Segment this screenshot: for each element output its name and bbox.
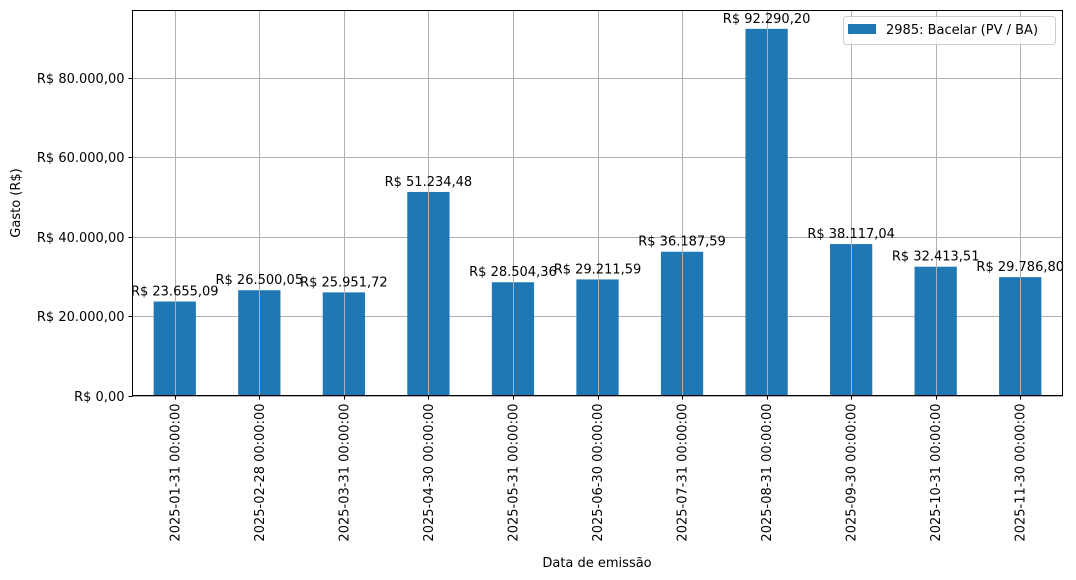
- x-tick-label: 2025-01-31 00:00:00: [168, 404, 183, 542]
- x-axis-label: Data de emissão: [542, 556, 651, 571]
- bar-value-label: R$ 26.500,05: [216, 273, 304, 288]
- x-tick-label: 2025-05-31 00:00:00: [506, 404, 521, 542]
- bar-value-label: R$ 23.655,09: [131, 285, 219, 300]
- bar-value-label: R$ 92.290,20: [723, 12, 811, 27]
- bar: [153, 301, 196, 396]
- bar-value-label: R$ 29.786,80: [976, 260, 1064, 275]
- bar: [914, 266, 957, 396]
- y-tick-label: R$ 20.000,00: [37, 310, 125, 325]
- x-tick-label: 2025-02-28 00:00:00: [253, 404, 268, 542]
- bar-value-label: R$ 29.211,59: [554, 262, 642, 277]
- bar-value-labels: R$ 23.655,09R$ 26.500,05R$ 25.951,72 R$ 5…: [131, 12, 1064, 300]
- legend-label: 2985: Bacelar (PV / BA): [886, 23, 1038, 38]
- x-tick-label: 2025-08-31 00:00:00: [760, 404, 775, 542]
- plot-frame: [132, 10, 1063, 396]
- grid-lines: [132, 78, 1063, 397]
- bar: [491, 282, 535, 396]
- bar-value-label: R$ 32.413,51: [892, 250, 980, 265]
- x-tick-label: 2025-07-31 00:00:00: [676, 404, 691, 542]
- y-tick-label: R$ 0,00: [74, 390, 124, 405]
- x-tick-label: 2025-10-31 00:00:00: [929, 404, 944, 542]
- y-tick-label: R$ 40.000,00: [37, 231, 125, 246]
- x-tick-label: 2025-11-30 00:00:00: [1014, 404, 1029, 542]
- y-axis: R$ 0,00 R$ 20.000,00 R$ 40.000,00 R$ 60.000…: [37, 72, 133, 405]
- legend-box: [843, 16, 1056, 45]
- bar: [745, 28, 788, 396]
- bar-value-label: R$ 25.951,72: [300, 275, 388, 290]
- bar-value-label: R$ 38.117,04: [807, 227, 895, 242]
- bars: [153, 28, 1042, 396]
- y-axis-label: Gasto (R$): [9, 168, 24, 237]
- bar: [576, 279, 619, 396]
- legend: 2985: Bacelar (PV / BA): [843, 16, 1056, 45]
- bar-value-label: R$ 51.234,48: [385, 175, 473, 190]
- bar-value-label: R$ 28.504,36: [469, 265, 557, 280]
- x-axis: 2025-01-31 00:00:00 2025-02-28 00:00:00 20…: [168, 395, 1029, 542]
- y-tick-label: R$ 80.000,00: [37, 72, 125, 87]
- x-tick-label: 2025-03-31 00:00:00: [337, 404, 352, 542]
- bar: [322, 292, 365, 396]
- y-tick-label: R$ 60.000,00: [37, 151, 125, 166]
- vertical-grid-lines: [175, 10, 1021, 396]
- bar-value-label: R$ 36.187,59: [638, 235, 726, 250]
- x-tick-label: 2025-06-30 00:00:00: [591, 404, 606, 542]
- x-tick-label: 2025-04-30 00:00:00: [422, 404, 437, 542]
- x-tick-label: 2025-09-30 00:00:00: [845, 404, 860, 542]
- legend-swatch: [848, 24, 876, 34]
